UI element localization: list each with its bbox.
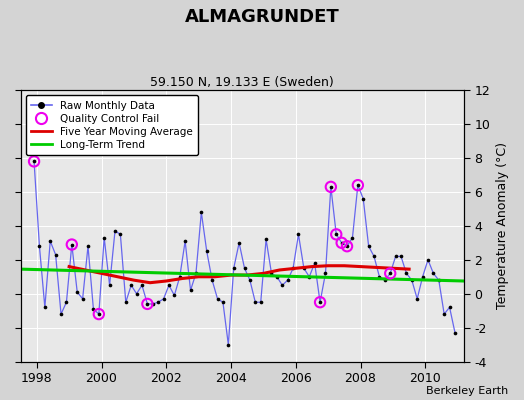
Point <box>386 270 395 276</box>
Point <box>332 231 341 238</box>
Point <box>41 304 49 310</box>
Point <box>79 296 87 302</box>
Point <box>203 248 211 254</box>
Point <box>68 241 76 248</box>
Point <box>208 277 216 283</box>
Point <box>289 265 297 272</box>
Point <box>262 236 270 243</box>
Point <box>100 234 108 241</box>
Point <box>51 252 60 258</box>
Point <box>84 243 92 250</box>
Point <box>283 277 292 283</box>
Point <box>316 299 324 306</box>
Point <box>127 282 135 288</box>
Point <box>332 231 341 238</box>
Point <box>176 274 184 280</box>
Point <box>154 299 162 306</box>
Point <box>391 253 400 260</box>
Point <box>397 253 405 260</box>
Point <box>68 241 76 248</box>
Point <box>354 182 362 188</box>
Point <box>95 311 103 317</box>
Point <box>62 299 71 306</box>
Point <box>192 270 200 276</box>
Point <box>337 240 346 246</box>
Point <box>359 196 367 202</box>
Point <box>348 234 357 241</box>
Point <box>257 299 265 306</box>
Point <box>300 265 308 272</box>
Point <box>170 292 179 299</box>
Point <box>451 330 459 336</box>
Point <box>370 253 378 260</box>
Point <box>402 270 411 276</box>
Point <box>424 257 432 263</box>
Point <box>235 240 243 246</box>
Point <box>89 306 97 312</box>
Point <box>343 243 351 250</box>
Point <box>267 270 276 276</box>
Point <box>143 301 151 307</box>
Point <box>138 282 146 288</box>
Legend: Raw Monthly Data, Quality Control Fail, Five Year Moving Average, Long-Term Tren: Raw Monthly Data, Quality Control Fail, … <box>26 95 198 155</box>
Point <box>30 158 38 165</box>
Point <box>278 282 287 288</box>
Point <box>133 290 141 297</box>
Point <box>380 277 389 283</box>
Point <box>73 289 81 295</box>
Point <box>111 228 119 234</box>
Point <box>321 270 330 276</box>
Point <box>143 301 151 307</box>
Point <box>413 296 421 302</box>
Point <box>105 282 114 288</box>
Point <box>375 274 384 280</box>
Point <box>305 274 313 280</box>
Point <box>224 342 233 348</box>
Point <box>272 274 281 280</box>
Point <box>95 311 103 317</box>
Point <box>337 240 346 246</box>
Point <box>354 182 362 188</box>
Point <box>30 158 38 165</box>
Point <box>326 184 335 190</box>
Text: ALMAGRUNDET: ALMAGRUNDET <box>184 8 340 26</box>
Point <box>230 265 238 272</box>
Point <box>35 243 43 250</box>
Point <box>149 301 157 307</box>
Text: Berkeley Earth: Berkeley Earth <box>426 386 508 396</box>
Point <box>219 299 227 306</box>
Point <box>122 299 130 306</box>
Point <box>408 277 416 283</box>
Point <box>246 277 254 283</box>
Point <box>181 238 189 244</box>
Point <box>310 260 319 266</box>
Point <box>294 231 303 238</box>
Point <box>197 209 205 216</box>
Point <box>429 270 438 276</box>
Y-axis label: Temperature Anomaly (°C): Temperature Anomaly (°C) <box>496 142 509 309</box>
Point <box>434 277 443 283</box>
Point <box>165 282 173 288</box>
Point <box>251 299 259 306</box>
Point <box>159 296 168 302</box>
Point <box>343 243 351 250</box>
Point <box>419 274 427 280</box>
Point <box>326 184 335 190</box>
Title: 59.150 N, 19.133 E (Sweden): 59.150 N, 19.133 E (Sweden) <box>150 76 334 89</box>
Point <box>116 231 125 238</box>
Point <box>445 304 454 310</box>
Point <box>46 238 54 244</box>
Point <box>57 311 65 317</box>
Point <box>187 287 195 294</box>
Point <box>386 270 395 276</box>
Point <box>440 311 449 317</box>
Point <box>364 243 373 250</box>
Point <box>213 296 222 302</box>
Point <box>316 299 324 306</box>
Point <box>241 265 249 272</box>
